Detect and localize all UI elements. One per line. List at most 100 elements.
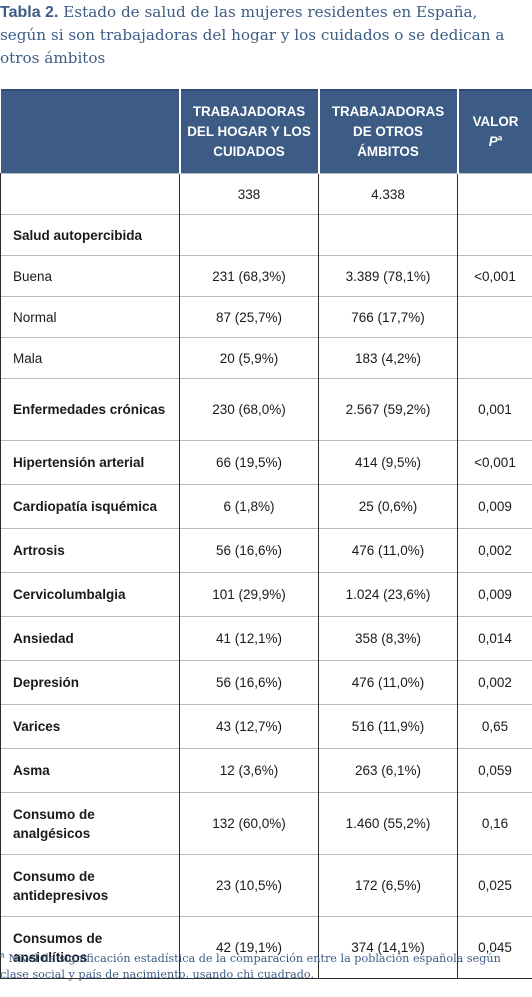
cell-otros: 516 (11,9%)	[318, 704, 458, 749]
row-label: Artrosis	[0, 528, 180, 573]
cell-otros: 476 (11,0%)	[318, 660, 458, 705]
cell-p-value: 0,045	[457, 916, 532, 979]
cell-p-value: <0,001	[457, 440, 532, 485]
cell-p-value: 0,65	[457, 704, 532, 749]
cell-otros: 3.389 (78,1%)	[318, 255, 458, 297]
cell-p-value: 0,025	[457, 854, 532, 917]
table-row: Asma 12 (3,6%) 263 (6,1%) 0,059	[0, 748, 532, 793]
row-label: Asma	[0, 748, 180, 793]
cell-hogar: 56 (16,6%)	[179, 660, 319, 705]
row-label: Consumos de ansiolíticos	[0, 916, 180, 979]
cell-hogar: 6 (1,8%)	[179, 484, 319, 529]
row-label: Consumo de antidepresivos	[0, 854, 180, 917]
table-row: 338 4.338	[0, 173, 532, 215]
cell-otros: 183 (4,2%)	[318, 337, 458, 379]
cell-otros: 374 (14,1%)	[318, 916, 458, 979]
cell-p-value: 0,009	[457, 572, 532, 617]
caption-text: Estado de salud de las mujeres residente…	[0, 3, 505, 67]
table-row: Buena 231 (68,3%) 3.389 (78,1%) <0,001	[0, 255, 532, 297]
table-row: Consumos de ansiolíticos 42 (19,1%) 374 (1…	[0, 916, 532, 979]
cell-p-value: 0,009	[457, 484, 532, 529]
row-label: Varices	[0, 704, 180, 749]
cell-hogar: 230 (68,0%)	[179, 378, 319, 441]
cell-otros: 263 (6,1%)	[318, 748, 458, 793]
cell-p-value: 0,002	[457, 528, 532, 573]
cell-otros: 2.567 (59,2%)	[318, 378, 458, 441]
cell-hogar: 12 (3,6%)	[179, 748, 319, 793]
cell-otros: 4.338	[318, 173, 458, 215]
row-label: Hipertensión arterial	[0, 440, 180, 485]
footnote-mark: a	[0, 950, 5, 960]
row-label: Ansiedad	[0, 616, 180, 661]
table-row: Enfermedades crónicas 230 (68,0%) 2.567 (5…	[0, 378, 532, 441]
cell-p-value: 0,014	[457, 616, 532, 661]
header-valor: VALOR Pa	[456, 90, 532, 174]
table-row: Hipertensión arterial 66 (19,5%) 414 (9,5%…	[0, 440, 532, 485]
cell-otros: 476 (11,0%)	[318, 528, 458, 573]
row-label: Buena	[0, 255, 180, 297]
row-label: Depresión	[0, 660, 180, 705]
cell-p-value	[457, 337, 532, 379]
cell-p-value: 0,16	[457, 792, 532, 855]
cell-hogar: 20 (5,9%)	[179, 337, 319, 379]
table-row: Depresión 56 (16,6%) 476 (11,0%) 0,002	[0, 660, 532, 705]
footnote-text: Nivel de significación estadística de la…	[0, 952, 501, 981]
cell-hogar: 66 (19,5%)	[179, 440, 319, 485]
cell-hogar: 41 (12,1%)	[179, 616, 319, 661]
header-valor-sup: a	[497, 133, 503, 143]
cell-hogar: 101 (29,9%)	[179, 572, 319, 617]
cell-hogar	[179, 214, 319, 256]
cell-hogar: 43 (12,7%)	[179, 704, 319, 749]
cell-p-value: 0,001	[457, 378, 532, 441]
table-body: 338 4.338 Salud autopercibida Buena 231 (68,…	[0, 173, 532, 979]
table-row: Cardiopatía isquémica 6 (1,8%) 25 (0,6%) 0,…	[0, 484, 532, 529]
header-empty	[0, 90, 180, 174]
caption-label: Tabla 2.	[0, 4, 59, 21]
row-label: Cardiopatía isquémica	[0, 484, 180, 529]
table-header-row: TRABAJADORAS DEL HOGAR Y LOS CUIDADOS TR…	[0, 90, 532, 174]
cell-p-value: 0,059	[457, 748, 532, 793]
cell-otros: 1.460 (55,2%)	[318, 792, 458, 855]
row-label: Cervicolumbalgia	[0, 572, 180, 617]
header-valor-label: VALOR	[472, 114, 519, 129]
table-caption: Tabla 2. Estado de salud de las mujeres …	[0, 0, 526, 70]
row-label: Normal	[0, 296, 180, 338]
table-row: Salud autopercibida	[0, 214, 532, 256]
cell-p-value	[457, 173, 532, 215]
cell-hogar: 23 (10,5%)	[179, 854, 319, 917]
row-label: Mala	[0, 337, 180, 379]
table-row: Artrosis 56 (16,6%) 476 (11,0%) 0,002	[0, 528, 532, 573]
table-row: Mala 20 (5,9%) 183 (4,2%)	[0, 337, 532, 379]
cell-hogar: 338	[179, 173, 319, 215]
table-row: Varices 43 (12,7%) 516 (11,9%) 0,65	[0, 704, 532, 749]
row-label: Salud autopercibida	[0, 214, 180, 256]
table-row: Normal 87 (25,7%) 766 (17,7%)	[0, 296, 532, 338]
header-otros: TRABAJADORAS DE OTROS ÁMBITOS	[317, 90, 458, 174]
cell-otros: 414 (9,5%)	[318, 440, 458, 485]
table-row: Consumo de antidepresivos 23 (10,5%) 172 (…	[0, 854, 532, 917]
cell-p-value: 0,002	[457, 660, 532, 705]
cell-hogar: 87 (25,7%)	[179, 296, 319, 338]
cell-otros: 1.024 (23,6%)	[318, 572, 458, 617]
row-label: Consumo de analgésicos	[0, 792, 180, 855]
cell-p-value	[457, 296, 532, 338]
table-row: Consumo de analgésicos 132 (60,0%) 1.460 (…	[0, 792, 532, 855]
cell-hogar: 42 (19,1%)	[179, 916, 319, 979]
table-row: Ansiedad 41 (12,1%) 358 (8,3%) 0,014	[0, 616, 532, 661]
cell-hogar: 231 (68,3%)	[179, 255, 319, 297]
cell-otros	[318, 214, 458, 256]
cell-otros: 25 (0,6%)	[318, 484, 458, 529]
cell-p-value: <0,001	[457, 255, 532, 297]
row-label	[0, 173, 180, 215]
cell-p-value	[457, 214, 532, 256]
footnote: a Nivel de significación estadística de …	[0, 951, 532, 983]
cell-otros: 172 (6,5%)	[318, 854, 458, 917]
cell-hogar: 132 (60,0%)	[179, 792, 319, 855]
cell-otros: 766 (17,7%)	[318, 296, 458, 338]
row-label: Enfermedades crónicas	[0, 378, 180, 441]
health-status-table: TRABAJADORAS DEL HOGAR Y LOS CUIDADOS TR…	[0, 89, 532, 979]
header-hogar: TRABAJADORAS DEL HOGAR Y LOS CUIDADOS	[178, 90, 319, 174]
table-row: Cervicolumbalgia 101 (29,9%) 1.024 (23,6%)…	[0, 572, 532, 617]
cell-otros: 358 (8,3%)	[318, 616, 458, 661]
cell-hogar: 56 (16,6%)	[179, 528, 319, 573]
